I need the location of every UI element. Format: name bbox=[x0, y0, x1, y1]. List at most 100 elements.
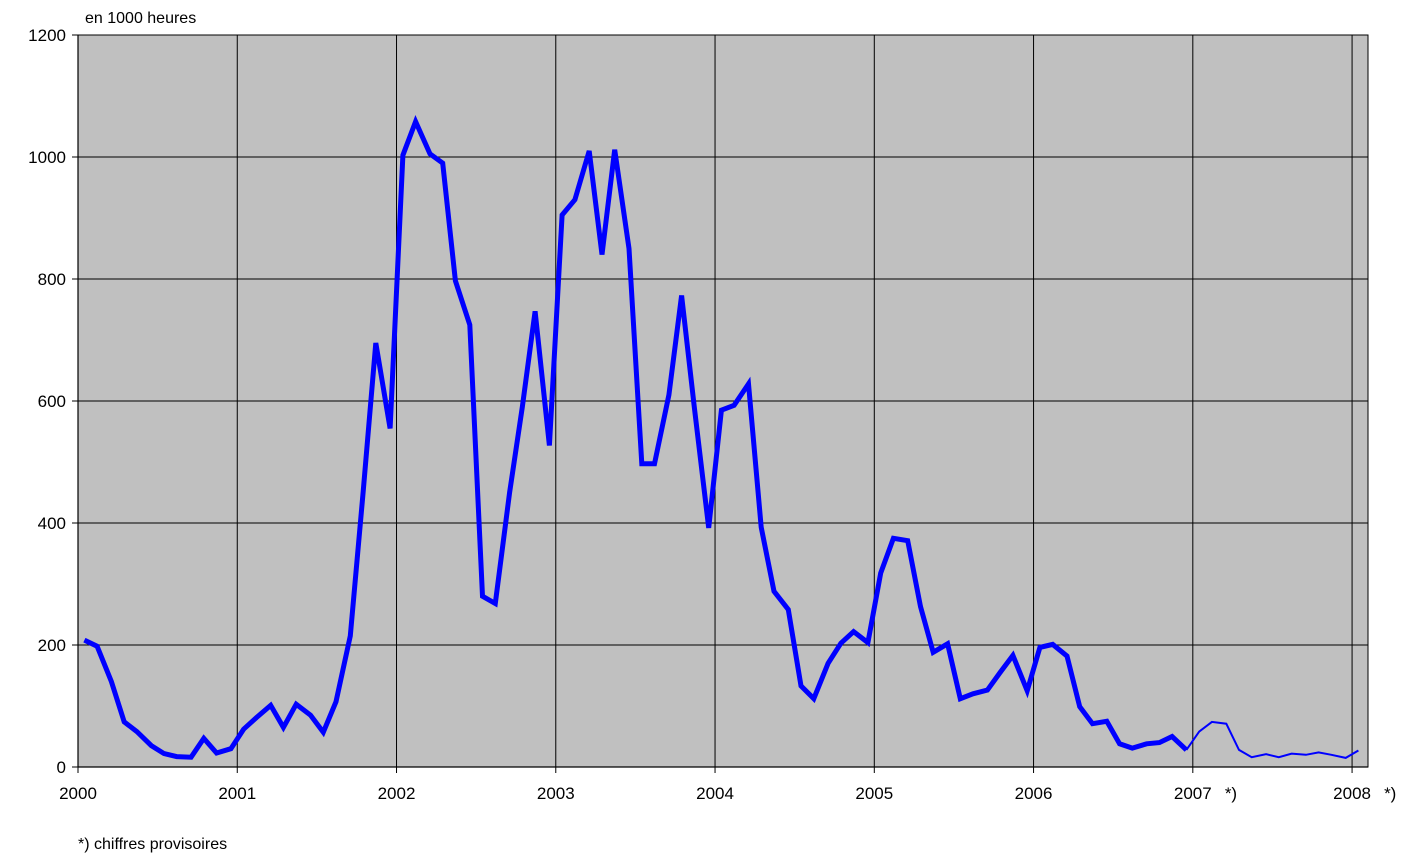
data-point-final-57 bbox=[838, 641, 843, 646]
data-point-final-55 bbox=[811, 696, 816, 701]
x-tick-label-2008: 2008 bbox=[1333, 784, 1371, 803]
data-point-final-26 bbox=[427, 151, 432, 156]
data-point-final-46 bbox=[692, 405, 697, 410]
data-point-final-71 bbox=[1025, 688, 1030, 693]
footnote: *) chiffres provisoires bbox=[78, 836, 228, 853]
data-point-final-67 bbox=[971, 691, 976, 696]
data-point-final-13 bbox=[254, 715, 259, 720]
data-point-final-35 bbox=[547, 443, 552, 448]
data-point-final-56 bbox=[826, 661, 831, 666]
data-point-final-72 bbox=[1037, 645, 1042, 650]
data-point-final-21 bbox=[361, 490, 366, 495]
data-point-final-47 bbox=[706, 525, 711, 530]
data-point-final-44 bbox=[666, 392, 671, 397]
series-line-provisional bbox=[1185, 720, 1359, 759]
x-tick-label-2001: 2001 bbox=[218, 784, 256, 803]
provisional-mark-2007: *) bbox=[1225, 784, 1237, 803]
data-point-final-45 bbox=[679, 293, 684, 298]
data-point-provisional-11 bbox=[1330, 754, 1332, 756]
data-point-final-31 bbox=[493, 601, 498, 606]
data-point-final-16 bbox=[294, 702, 299, 707]
data-point-final-2 bbox=[109, 679, 114, 684]
data-point-final-30 bbox=[480, 594, 485, 599]
data-point-final-6 bbox=[162, 751, 167, 756]
data-point-final-27 bbox=[440, 161, 445, 166]
data-point-final-69 bbox=[998, 670, 1003, 675]
data-point-final-41 bbox=[627, 246, 632, 251]
y-tick-label-400: 400 bbox=[38, 514, 66, 533]
data-point-final-60 bbox=[878, 571, 883, 576]
data-point-final-4 bbox=[134, 729, 139, 734]
data-point-final-82 bbox=[1170, 734, 1175, 739]
x-tick-label-2002: 2002 bbox=[378, 784, 416, 803]
data-point-final-74 bbox=[1065, 653, 1070, 658]
series-lines bbox=[82, 115, 1359, 760]
x-tick-label-2004: 2004 bbox=[696, 784, 734, 803]
data-point-final-38 bbox=[587, 148, 592, 153]
data-point-final-22 bbox=[373, 341, 378, 346]
axes bbox=[72, 34, 1368, 773]
data-point-final-62 bbox=[905, 538, 910, 543]
data-point-final-10 bbox=[214, 750, 219, 755]
y-tick-label-1000: 1000 bbox=[28, 148, 66, 167]
data-point-final-50 bbox=[746, 381, 751, 386]
data-point-final-25 bbox=[413, 119, 418, 124]
data-point-final-79 bbox=[1130, 746, 1135, 751]
data-point-final-8 bbox=[189, 755, 194, 760]
data-point-final-12 bbox=[241, 727, 246, 732]
y-tick-label-600: 600 bbox=[38, 392, 66, 411]
data-point-final-77 bbox=[1104, 719, 1109, 724]
x-tick-label-2000: 2000 bbox=[59, 784, 97, 803]
data-point-final-52 bbox=[771, 589, 776, 594]
data-point-provisional-10 bbox=[1318, 751, 1320, 753]
data-point-provisional-9 bbox=[1305, 754, 1307, 756]
data-point-provisional-1 bbox=[1198, 731, 1200, 733]
tick-labels: 0 200 400 600 800 1000 1200 2000 2001 2002 2003 200… bbox=[28, 26, 1396, 803]
data-point-final-17 bbox=[308, 713, 313, 718]
data-point-provisional-5 bbox=[1251, 756, 1253, 758]
data-point-final-81 bbox=[1157, 740, 1162, 745]
data-point-final-39 bbox=[599, 252, 604, 257]
data-point-final-53 bbox=[786, 607, 791, 612]
data-point-provisional-7 bbox=[1278, 756, 1280, 758]
data-point-final-28 bbox=[453, 278, 458, 283]
data-point-final-54 bbox=[799, 683, 804, 688]
data-point-final-37 bbox=[572, 197, 577, 202]
x-tick-label-2003: 2003 bbox=[537, 784, 575, 803]
provisional-mark-2008: *) bbox=[1384, 784, 1396, 803]
data-point-provisional-2 bbox=[1211, 721, 1213, 723]
data-point-final-76 bbox=[1090, 721, 1095, 726]
data-point-final-40 bbox=[612, 147, 617, 152]
data-point-final-19 bbox=[334, 699, 339, 704]
y-tick-label-1200: 1200 bbox=[28, 26, 66, 45]
data-point-final-15 bbox=[281, 725, 286, 730]
data-point-final-65 bbox=[945, 641, 950, 646]
data-point-final-11 bbox=[228, 746, 233, 751]
data-point-final-73 bbox=[1050, 642, 1055, 647]
data-point-provisional-13 bbox=[1357, 750, 1359, 752]
data-point-final-24 bbox=[400, 153, 405, 158]
data-point-provisional-12 bbox=[1345, 757, 1347, 759]
series-line-final bbox=[83, 115, 1189, 760]
data-point-final-33 bbox=[520, 405, 525, 410]
data-point-final-43 bbox=[652, 461, 657, 466]
data-point-provisional-4 bbox=[1238, 749, 1240, 751]
data-point-final-32 bbox=[507, 490, 512, 495]
data-point-provisional-8 bbox=[1291, 753, 1293, 755]
data-point-final-70 bbox=[1010, 653, 1015, 658]
data-point-final-23 bbox=[388, 426, 393, 431]
data-point-final-59 bbox=[865, 640, 870, 645]
data-point-final-0 bbox=[82, 638, 87, 643]
data-point-final-68 bbox=[985, 688, 990, 693]
data-point-provisional-3 bbox=[1225, 723, 1227, 725]
data-point-final-49 bbox=[732, 403, 737, 408]
data-point-final-61 bbox=[891, 536, 896, 541]
x-tick-label-2007: 2007 bbox=[1174, 784, 1212, 803]
data-point-provisional-0 bbox=[1185, 749, 1187, 751]
data-point-final-18 bbox=[321, 730, 326, 735]
data-point-final-5 bbox=[149, 743, 154, 748]
data-point-final-75 bbox=[1077, 704, 1082, 709]
data-point-final-63 bbox=[918, 604, 923, 609]
data-point-final-80 bbox=[1144, 741, 1149, 746]
